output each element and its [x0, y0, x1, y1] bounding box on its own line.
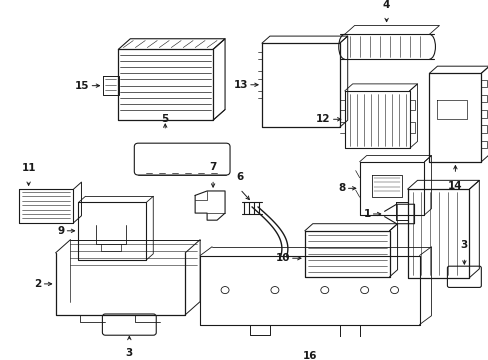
Text: 10: 10: [275, 253, 289, 263]
Text: 2: 2: [34, 279, 41, 289]
Text: 5: 5: [161, 114, 168, 124]
Text: 13: 13: [233, 80, 247, 90]
Text: 12: 12: [316, 114, 330, 124]
Text: 15: 15: [75, 81, 89, 91]
Text: 11: 11: [21, 163, 36, 173]
Text: 8: 8: [338, 183, 345, 193]
FancyBboxPatch shape: [447, 266, 480, 287]
FancyBboxPatch shape: [102, 314, 156, 335]
Text: 4: 4: [382, 0, 389, 10]
Text: 16: 16: [302, 351, 316, 360]
Text: 6: 6: [236, 172, 243, 182]
FancyBboxPatch shape: [134, 143, 229, 175]
Text: 9: 9: [57, 226, 64, 236]
Text: 14: 14: [447, 181, 462, 191]
Text: 1: 1: [363, 209, 370, 219]
Text: 3: 3: [125, 348, 133, 359]
Text: 3: 3: [460, 240, 467, 250]
Text: 7: 7: [209, 162, 216, 172]
